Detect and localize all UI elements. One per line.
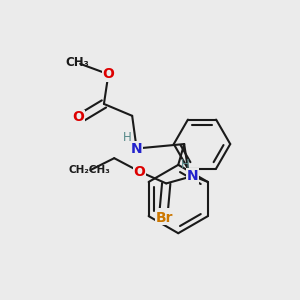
Text: N: N — [187, 169, 199, 183]
Text: O: O — [157, 209, 169, 223]
Text: CH₃: CH₃ — [65, 56, 89, 69]
Text: Br: Br — [156, 211, 174, 225]
Text: H: H — [181, 158, 190, 171]
Text: H: H — [123, 131, 131, 144]
Text: O: O — [103, 67, 114, 81]
Text: N: N — [131, 142, 142, 155]
Text: O: O — [134, 164, 146, 178]
Text: CH₂CH₃: CH₂CH₃ — [68, 165, 110, 175]
Text: O: O — [73, 110, 85, 124]
